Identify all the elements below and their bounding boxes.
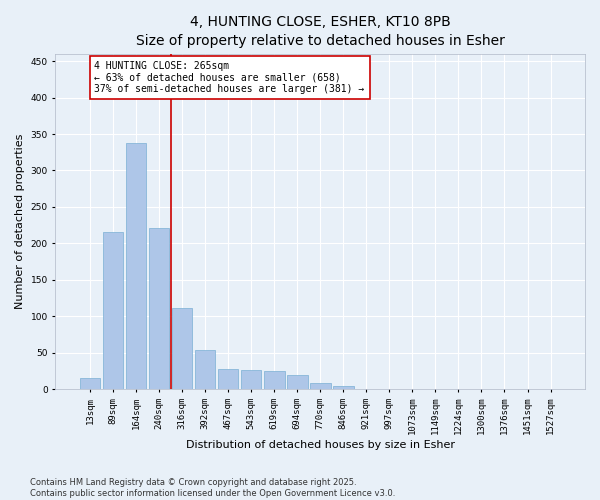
X-axis label: Distribution of detached houses by size in Esher: Distribution of detached houses by size … — [186, 440, 455, 450]
Bar — [241, 370, 262, 389]
Bar — [125, 143, 146, 389]
Bar — [310, 384, 331, 389]
Title: 4, HUNTING CLOSE, ESHER, KT10 8PB
Size of property relative to detached houses i: 4, HUNTING CLOSE, ESHER, KT10 8PB Size o… — [136, 15, 505, 48]
Text: Contains HM Land Registry data © Crown copyright and database right 2025.
Contai: Contains HM Land Registry data © Crown c… — [30, 478, 395, 498]
Bar — [80, 378, 100, 389]
Text: 4 HUNTING CLOSE: 265sqm
← 63% of detached houses are smaller (658)
37% of semi-d: 4 HUNTING CLOSE: 265sqm ← 63% of detache… — [94, 61, 365, 94]
Bar — [194, 350, 215, 389]
Bar — [149, 228, 169, 389]
Bar — [218, 370, 238, 389]
Bar — [264, 371, 284, 389]
Bar — [103, 232, 123, 389]
Bar — [287, 376, 308, 389]
Bar — [333, 386, 353, 389]
Bar — [172, 308, 193, 389]
Y-axis label: Number of detached properties: Number of detached properties — [15, 134, 25, 309]
